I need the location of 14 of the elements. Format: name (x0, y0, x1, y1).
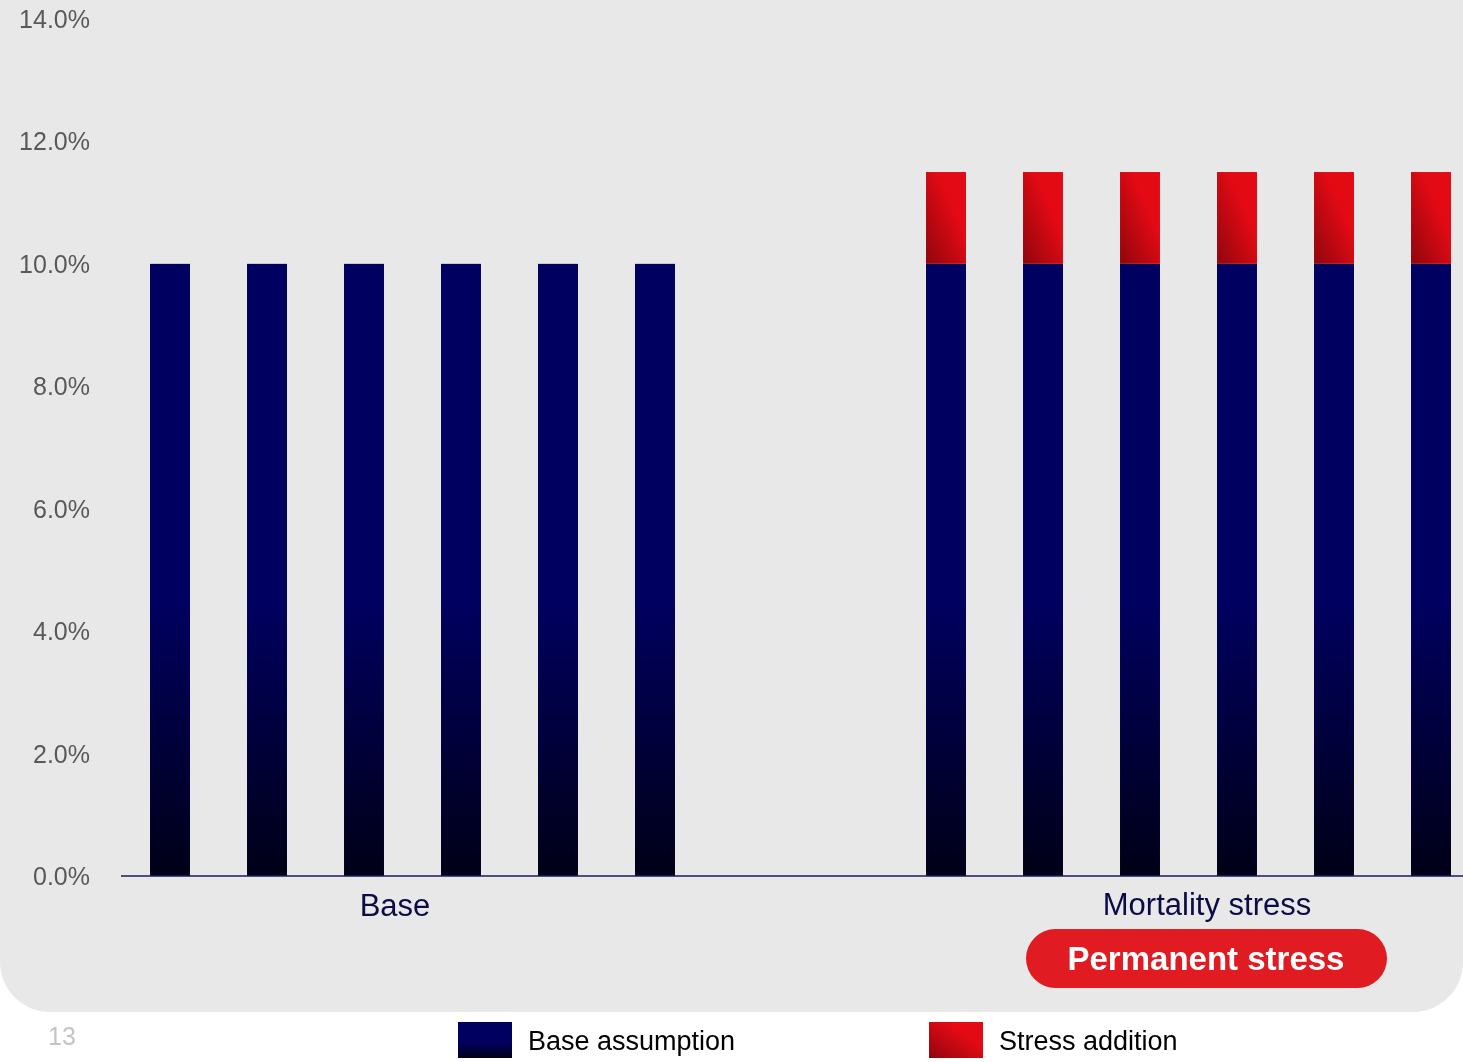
y-tick-label: 8.0% (33, 372, 90, 401)
text: 13 (48, 1022, 76, 1050)
y-tick-label: 4.0% (33, 617, 90, 646)
text: Base (359, 887, 431, 923)
y-tick-label: 2.0% (33, 739, 90, 768)
y-tick-label: 12.0% (19, 127, 90, 156)
legend-label: Stress addition (999, 1026, 1178, 1056)
y-tick-label: 10.0% (19, 249, 90, 278)
y-tick-label: 0.0% (33, 862, 90, 890)
y-tick-label: 14.0% (19, 5, 90, 33)
legend-label: Base assumption (528, 1026, 736, 1056)
text: Permanent stress (1067, 939, 1345, 977)
y-tick-label: 6.0% (33, 494, 90, 523)
text: Mortality stress (1102, 886, 1312, 922)
